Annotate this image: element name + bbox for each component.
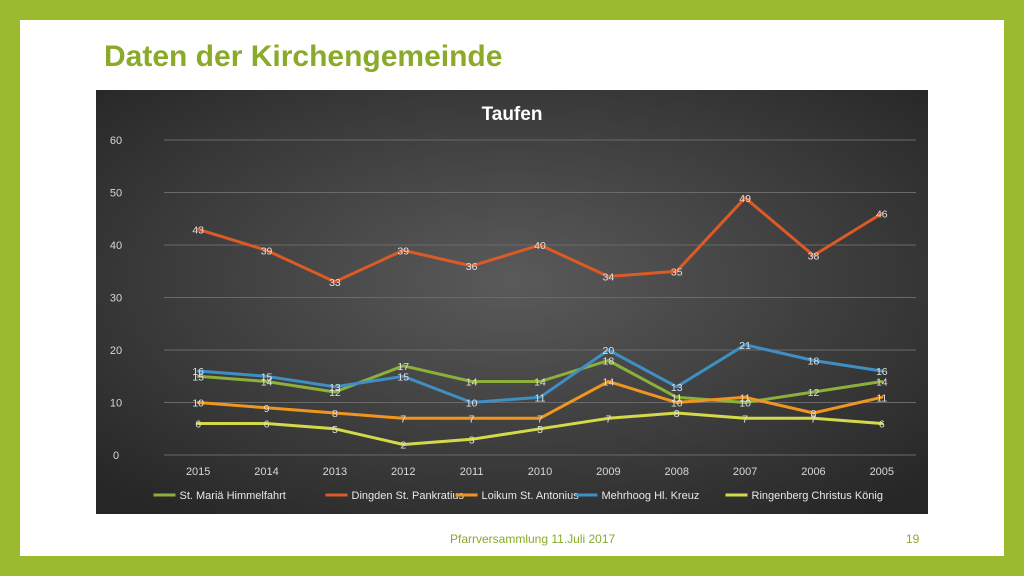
data-label: 6 xyxy=(195,419,201,431)
data-label: 8 xyxy=(674,408,680,420)
x-tick-label: 2005 xyxy=(870,466,894,478)
data-label: 14 xyxy=(534,377,546,389)
data-label: 7 xyxy=(537,413,543,425)
data-label: 18 xyxy=(603,356,615,368)
series-line xyxy=(196,380,884,420)
x-tick-label: 2013 xyxy=(323,466,347,478)
data-label: 15 xyxy=(397,371,409,383)
x-tick-label: 2009 xyxy=(596,466,620,478)
x-tick-label: 2010 xyxy=(528,466,552,478)
series-line xyxy=(196,359,884,404)
data-label: 40 xyxy=(534,240,546,252)
series-line xyxy=(196,343,884,404)
legend-label: St. Mariä Himmelfahrt xyxy=(180,490,286,502)
data-label: 16 xyxy=(876,366,888,378)
data-label: 7 xyxy=(742,413,748,425)
data-label: 14 xyxy=(261,377,273,389)
series-line xyxy=(196,196,884,284)
slide: Daten der Kirchengemeinde Taufen 0 10 20 30… xyxy=(20,20,1004,556)
data-label: 8 xyxy=(811,408,817,420)
data-label: 3 xyxy=(469,434,475,446)
data-label: 11 xyxy=(535,392,546,404)
data-label: 35 xyxy=(671,266,683,278)
legend-item: Mehrhoog Hl. Kreuz xyxy=(575,490,700,502)
data-label: 10 xyxy=(739,398,751,410)
y-tick-label: 30 xyxy=(110,293,122,305)
legend-label: Mehrhoog Hl. Kreuz xyxy=(602,490,700,502)
data-label: 49 xyxy=(739,193,751,205)
data-label: 15 xyxy=(192,371,204,383)
legend-label: Dingden St. Pankratius xyxy=(352,490,465,502)
data-label: 7 xyxy=(400,413,406,425)
legend-item: Loikum St. Antonius xyxy=(455,490,580,502)
data-label: 7 xyxy=(811,413,817,425)
x-tick-label: 2011 xyxy=(460,466,484,478)
data-label: 13 xyxy=(671,382,683,394)
legend-item: Ringenberg Christus König xyxy=(725,490,883,502)
series-line xyxy=(196,411,884,446)
data-label: 12 xyxy=(808,387,820,399)
data-label: 9 xyxy=(264,403,270,415)
x-tick-label: 2006 xyxy=(801,466,825,478)
data-label: 11 xyxy=(671,392,682,404)
data-label: 10 xyxy=(192,398,204,410)
data-label: 43 xyxy=(192,224,204,236)
data-label: 17 xyxy=(397,361,409,373)
data-label: 7 xyxy=(469,413,475,425)
legend-label: Loikum St. Antonius xyxy=(482,490,580,502)
y-tick-label: 0 xyxy=(113,450,119,462)
data-label: 14 xyxy=(466,377,478,389)
data-label: 39 xyxy=(397,245,409,257)
data-label: 11 xyxy=(876,392,887,404)
chart-background xyxy=(96,90,928,514)
data-label: 18 xyxy=(808,356,820,368)
data-label: 33 xyxy=(329,277,341,289)
data-label: 39 xyxy=(261,245,273,257)
legend-item: St. Mariä Himmelfahrt xyxy=(153,490,286,502)
data-label: 7 xyxy=(605,413,611,425)
x-tick-label: 2015 xyxy=(186,466,210,478)
y-tick-label: 60 xyxy=(110,135,122,147)
y-tick-label: 10 xyxy=(110,398,122,410)
x-tick-label: 2014 xyxy=(254,466,278,478)
y-tick-label: 50 xyxy=(110,188,122,200)
legend-item: Dingden St. Pankratius xyxy=(325,490,465,502)
data-label: 10 xyxy=(671,398,683,410)
data-label: 5 xyxy=(537,424,543,436)
data-label: 20 xyxy=(603,345,615,357)
data-label: 46 xyxy=(876,209,888,221)
data-label: 21 xyxy=(739,340,751,352)
data-label: 15 xyxy=(261,371,273,383)
page-number: 19 xyxy=(906,532,920,546)
chart-title: Taufen xyxy=(482,104,543,125)
x-tick-label: 2007 xyxy=(733,466,757,478)
x-tick-label: 2008 xyxy=(664,466,688,478)
data-label: 34 xyxy=(603,272,615,284)
data-label: 2 xyxy=(400,440,406,452)
data-label: 6 xyxy=(879,419,885,431)
data-label: 6 xyxy=(264,419,270,431)
y-tick-label: 20 xyxy=(110,345,122,357)
data-label: 36 xyxy=(466,261,478,273)
data-label: 11 xyxy=(740,392,751,404)
y-tick-label: 40 xyxy=(110,240,122,252)
data-label: 5 xyxy=(332,424,338,436)
data-label: 13 xyxy=(329,382,341,394)
x-tick-label: 2012 xyxy=(391,466,415,478)
slide-title: Daten der Kirchengemeinde xyxy=(104,40,503,73)
data-label: 12 xyxy=(329,387,341,399)
footer-text: Pfarrversammlung 11.Juli 2017 xyxy=(450,532,616,546)
data-label: 10 xyxy=(466,398,478,410)
data-label: 38 xyxy=(808,251,820,263)
data-label: 16 xyxy=(192,366,204,378)
data-label: 14 xyxy=(603,377,615,389)
data-label: 14 xyxy=(876,377,888,389)
legend-label: Ringenberg Christus König xyxy=(752,490,883,502)
data-label: 8 xyxy=(332,408,338,420)
